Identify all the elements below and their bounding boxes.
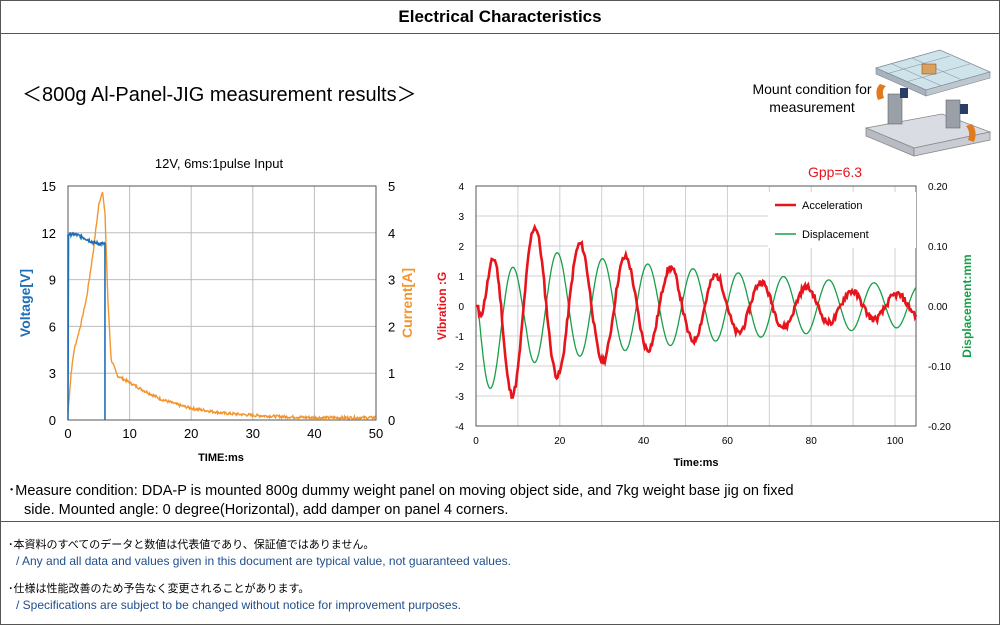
disclaimer-2-jp: ･仕様は性能改善のため予告なく変更されることがあります。 (8, 583, 310, 595)
chart1-left-tick: 6 (49, 319, 56, 334)
acceleration-series-line (476, 223, 918, 400)
mount-condition-label: Mount condition for measurement (752, 81, 872, 115)
chart1-right-tick: 1 (388, 366, 395, 381)
chart1-right-tick: 3 (388, 273, 395, 288)
chart2-right-axis-label: Displacement:mm (960, 254, 974, 357)
chart2-series (476, 223, 918, 400)
chart1-grid (67, 185, 377, 421)
chart2-left-tick: 3 (458, 212, 464, 223)
chart1-left-axis-label: Voltage[V] (17, 269, 33, 337)
chart2-x-axis-label: Time:ms (673, 457, 718, 469)
chart2-x-tick: 80 (806, 436, 818, 447)
chart2-x-tick: 20 (554, 436, 566, 447)
voltage-series-line (67, 231, 106, 421)
chart1-right-tick: 5 (388, 179, 395, 194)
note-line-1: ･Measure condition: DDA-P is mounted 800… (8, 483, 794, 499)
chart2-x-tick: 60 (722, 436, 734, 447)
title-bar: Electrical Characteristics (0, 0, 1000, 34)
chart2-right-tick: 0.20 (928, 182, 948, 193)
chart2-legend: Acceleration Displacement (775, 200, 869, 241)
disclaimer-2-en: / Specifications are subject to be chang… (16, 598, 461, 612)
chart2-right-tick: 0.00 (928, 302, 948, 313)
chart2-left-tick: 1 (458, 272, 464, 283)
chart1-right-axis-label: Current[A] (399, 268, 415, 338)
current-series-line (67, 191, 377, 422)
chart1-x-axis-label: TIME:ms (198, 452, 244, 464)
mount-condition-image (864, 49, 992, 157)
chart2-left-tick: -2 (455, 362, 464, 373)
chart2-grid (475, 185, 917, 427)
chart1-left-tick: 0 (49, 413, 56, 428)
disclaimer-1-jp: ･本資料のすべてのデータと数値は代表値であり、保証値ではありません。 (8, 539, 375, 551)
chart1-left-tick: 12 (42, 226, 56, 241)
chart1-x-tick: 10 (122, 426, 136, 441)
chart2-left-tick: -3 (455, 392, 464, 403)
chart2-left-axis-label: Vibration :G (435, 272, 449, 340)
chart2-right-tick: -0.10 (928, 362, 951, 373)
chart2-left-tick: 0 (458, 302, 464, 313)
chart2-left-tick: 4 (458, 182, 464, 193)
chart2-left-tick: -4 (455, 422, 464, 433)
chart1-left-tick: 9 (49, 273, 56, 288)
chart1-title: 12V, 6ms:1pulse Input (155, 156, 284, 171)
chart2-x-tick: 0 (473, 436, 479, 447)
page-title: Electrical Characteristics (398, 7, 602, 26)
measurement-subtitle: ＜800g Al-Panel-JIG measurement results＞ (22, 84, 417, 106)
chart1-right-tick: 0 (388, 413, 395, 428)
chart2-ticks: 0 20 40 60 80 100 -4 -3 -2 -1 0 1 2 3 4 -0.20 -0.10 0.00 0… (455, 182, 951, 447)
chart2-x-tick: 100 (887, 436, 904, 447)
chart1-x-tick: 0 (64, 426, 71, 441)
chart2-left-tick: 2 (458, 242, 464, 253)
chart1-x-tick: 20 (184, 426, 198, 441)
chart2-x-tick: 40 (638, 436, 650, 447)
legend-acceleration: Acceleration (802, 200, 863, 212)
vibration-displacement-chart: Gpp=6.3 0 20 40 60 80 100 -4 -3 -2 -1 0 1 2 3 4 -0.20 -0… (435, 164, 974, 469)
chart1-x-tick: 50 (369, 426, 383, 441)
chart2-left-tick: -1 (455, 332, 464, 343)
disclaimer-typical-values: ･本資料のすべてのデータと数値は代表値であり、保証値ではありません。 / Any… (8, 537, 988, 569)
legend-displacement: Displacement (802, 229, 869, 241)
chart1-right-tick: 2 (388, 319, 395, 334)
voltage-current-chart: 12V, 6ms:1pulse Input 0 10 20 30 40 500369121… (17, 156, 415, 464)
chart2-right-tick: 0.10 (928, 242, 948, 253)
disclaimer-1-en: / Any and all data and values given in t… (16, 554, 511, 568)
note-line-2: side. Mounted angle: 0 degree(Horizontal… (24, 502, 509, 518)
disclaimer-spec-change: ･仕様は性能改善のため予告なく変更されることがあります。 / Specifica… (8, 581, 988, 613)
chart1-left-tick: 3 (49, 366, 56, 381)
chart1-right-tick: 4 (388, 226, 395, 241)
measure-condition-note: ･Measure condition: DDA-P is mounted 800… (8, 482, 988, 520)
chart1-x-tick: 40 (307, 426, 321, 441)
displacement-series-line (476, 252, 917, 390)
chart1-left-tick: 15 (42, 179, 56, 194)
chart2-legend-background (768, 192, 916, 248)
chart1-plot-border (67, 185, 377, 421)
chart2-right-tick: -0.20 (928, 422, 951, 433)
footer-divider (0, 521, 1000, 522)
chart1-x-tick: 30 (246, 426, 260, 441)
chart2-title: Gpp=6.3 (808, 164, 862, 180)
chart1-series (67, 191, 377, 422)
